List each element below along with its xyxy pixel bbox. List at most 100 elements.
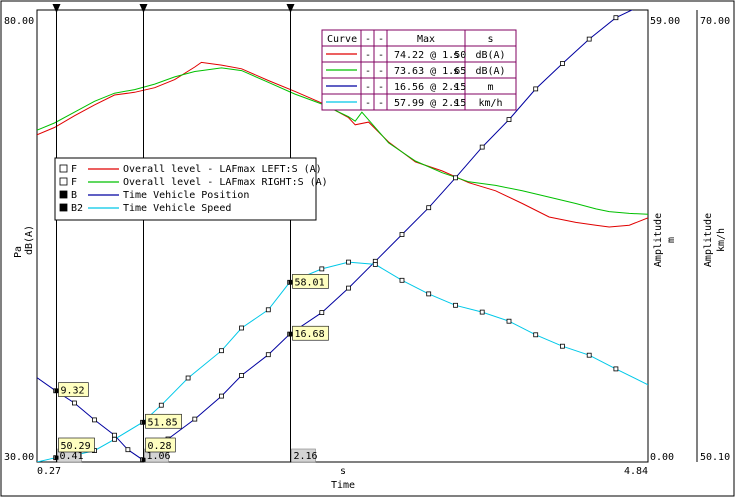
svg-text:s: s [453,98,459,109]
data-point [265,352,271,358]
table-row: - -74.22 @ 1.50s dB(A) [326,50,506,61]
cursor-value-label: 51.85 [148,417,178,428]
y-right2-title-1: Amplitude [703,213,714,267]
cursor-handle-icon[interactable] [139,4,148,13]
cursor-x-label: 1.06 [147,451,171,462]
legend-marker-label: B2 [71,203,83,214]
data-point [479,144,485,150]
cursor-1[interactable]: 0.41 9.32 50.29 [52,4,95,463]
y-right1-max-label: 59.00 [650,16,680,27]
svg-text:dB(A): dB(A) [475,50,505,61]
y-right2-title-2: km/h [716,228,727,252]
legend-entry-3: B Time Vehicle Position [59,190,249,201]
cursor-layer[interactable]: 0.41 9.32 50.29 1.06 51.85 0.28 2.16 58.01 16.68 [52,4,329,463]
svg-text:s: s [453,50,459,61]
data-point [613,366,619,372]
data-point [426,291,432,297]
table-max-value: 73.63 @ 1.65 [394,66,466,77]
svg-text:s: s [453,66,459,77]
table-max-value: 16.56 @ 2.15 [394,82,466,93]
data-point [506,318,512,324]
data-point [112,432,117,438]
svg-text:-: - [378,98,384,109]
cursor-x-label-bg [291,448,316,463]
data-point [613,15,619,21]
data-point [533,332,539,338]
data-point [346,285,351,291]
y-left-title-1: Pa [13,246,24,258]
y-right1-title-2: m [666,237,677,243]
cursor-x-label: 2.16 [294,451,318,462]
x-max-label: 4.84 [624,466,648,477]
cursor-handle-icon[interactable] [286,4,295,13]
x-axis-title: Time [331,480,355,491]
legend-entry-2: F Overall level - LAFmax RIGHT:S (A) [59,177,328,188]
legend-marker-label: B [71,190,77,201]
svg-text:-: - [378,50,384,61]
legend-entry-1: F Overall level - LAFmax LEFT:S (A) [59,164,322,175]
table-row: - -57.99 @ 2.15s km/h [326,98,503,109]
data-point [92,417,97,423]
cursor-point [288,332,293,337]
y-right2-max-label: 70.00 [700,16,730,27]
y-left-min-label: 30.00 [4,452,34,463]
data-point [533,86,539,92]
svg-text:Curve: Curve [327,34,357,45]
data-point [560,61,565,66]
data-point [192,416,198,422]
table-header-row: Curve - - Max s [327,34,494,45]
cursor-point [141,457,146,462]
cursor-2[interactable]: 1.06 51.85 0.28 [139,4,182,463]
cursor-value-bg [145,437,176,453]
svg-text:Max: Max [417,34,435,45]
legend-frame [54,157,317,221]
legend-label: Time Vehicle Position [123,190,249,201]
x-min-label: 0.27 [37,466,61,477]
data-point [506,117,512,122]
data-point [112,436,117,442]
cursor-value-label: 58.01 [295,277,325,288]
legend-marker [59,203,68,212]
data-point [125,447,131,453]
data-point [319,266,325,272]
table-max-value: 57.99 @ 2.15 [394,98,466,109]
cursor-point [54,388,59,393]
data-point [219,393,224,399]
cursor-value-label: 50.29 [61,441,91,452]
y-left-max-label: 80.00 [4,16,34,27]
cursor-handle-icon[interactable] [52,4,61,13]
legend-label: Overall level - LAFmax LEFT:S (A) [123,164,322,175]
data-point [453,302,458,308]
table-row: - -73.63 @ 1.65s dB(A) [326,66,506,77]
cursor-point [288,280,293,285]
y-left-title-2: dB(A) [24,225,35,255]
legend-marker-label: F [71,164,77,175]
cursor-3[interactable]: 2.16 58.01 16.68 [286,4,329,463]
svg-text:-: - [365,98,371,109]
legend-marker [59,164,68,173]
data-point [158,402,164,408]
data-point [239,325,245,331]
svg-text:dB(A): dB(A) [475,66,505,77]
legend-marker-label: F [71,177,77,188]
data-point [265,307,271,313]
data-point [453,175,458,181]
svg-text:-: - [378,82,384,93]
svg-text:m: m [487,82,493,93]
data-point [346,259,351,265]
legend-label: Overall level - LAFmax RIGHT:S (A) [123,177,328,188]
data-point [372,261,378,267]
data-point [239,372,245,378]
cursor-point [54,455,59,460]
x-unit-label: s [340,466,346,477]
cursor-value-label: 9.32 [61,386,85,397]
legend-entry-4: B2 Time Vehicle Speed [59,203,231,214]
data-point [479,309,485,315]
svg-text:-: - [365,66,371,77]
legend: F Overall level - LAFmax LEFT:S (A) F Overa… [54,157,328,221]
svg-text:km/h: km/h [478,98,502,109]
table-row: - -16.56 @ 2.15s m [326,82,494,93]
data-point [72,400,77,406]
data-point [426,205,432,211]
